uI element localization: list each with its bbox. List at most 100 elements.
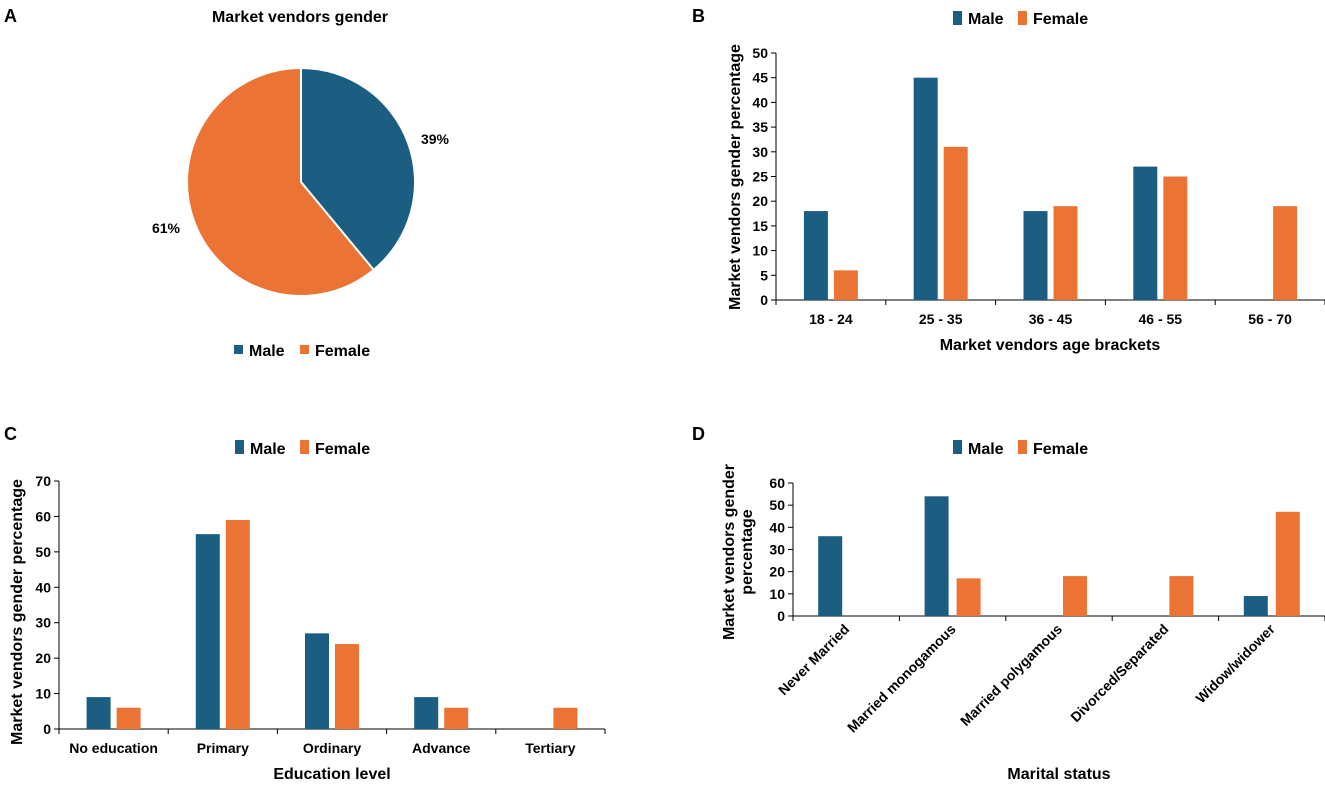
legend-label-male: Male [968,11,1004,28]
panel-label-a: A [4,6,17,26]
x-tick-label: Never Married [775,621,852,698]
y-tick-label: 40 [35,579,51,595]
y-axis-title-d-line2: percentage [739,509,756,594]
y-tick-label: 35 [752,119,768,135]
pie-legend: Male Female [234,343,370,360]
panel-label-b: B [692,6,705,26]
bar-female [1169,576,1194,616]
bar-female [833,270,858,300]
bar-male [818,536,843,616]
x-tick-label: 36 - 45 [1029,311,1073,327]
y-tick-label: 20 [769,564,785,580]
bar-female [553,707,578,729]
bar-female [956,578,981,616]
y-axis-title-c: Market vendors gender percentage [9,479,26,745]
pie-label-female: 61% [152,220,181,236]
bar-male [86,697,111,729]
y-tick-label: 10 [769,586,785,602]
legend-label-female: Female [315,343,370,360]
y-tick-label: 20 [752,193,768,209]
panel-b: B Male Female 0 5 10 15 20 25 30 35 40 45 50 18 - 2… [692,6,1325,354]
y-tick-label: 30 [35,615,51,631]
panel-a: A Market vendors gender 39% 61% Male Fem… [4,6,450,360]
y-tick-label: 30 [769,542,785,558]
legend-label-male: Male [250,441,286,458]
y-axis-title-b: Market vendors gender percentage [727,44,744,310]
legend-d: Male Female [953,440,1088,458]
y-tick-label: 25 [752,169,768,185]
y-tick-label: 10 [752,243,768,259]
pie-slice-female [186,66,376,297]
bar-male [913,77,938,300]
bar-male [414,697,439,729]
legend-label-female: Female [1033,11,1088,28]
y-tick-label: 50 [752,45,768,61]
y-tick-label: 0 [777,608,785,624]
bar-male [195,534,220,729]
legend-swatch-female [1018,440,1027,454]
bar-chart-b: 0 5 10 15 20 25 30 35 40 45 50 18 - 24 25 - 35 36 - 4… [752,45,1325,327]
x-tick-label: 18 - 24 [809,311,853,327]
bar-female [1053,206,1078,300]
x-axis-title-d: Marital status [1007,766,1110,783]
bar-female [1273,206,1298,300]
x-tick-label: 25 - 35 [919,311,963,327]
y-tick-label: 60 [769,475,785,491]
x-tick-label: Tertiary [525,740,576,756]
y-tick-label: 30 [752,144,768,160]
x-tick-label: No education [69,740,158,756]
y-tick-label: 70 [35,473,51,489]
pie-slices [186,66,416,297]
y-tick-label: 15 [752,218,768,234]
bar-male [1243,596,1268,616]
x-tick-label: Widow/widower [1192,620,1278,706]
y-tick-label: 60 [35,508,51,524]
legend-swatch-female [300,345,309,354]
bar-female [943,146,968,300]
bar-female [116,707,141,729]
legend-c: Male Female [235,440,370,458]
legend-swatch-male [235,440,244,454]
bar-chart-c: 0 10 20 30 40 50 60 70 No education Primary Ordina… [35,473,606,756]
y-tick-label: 50 [769,497,785,513]
bar-male [305,633,329,729]
legend-swatch-male [953,440,962,454]
bar-female [1063,576,1087,616]
x-tick-label: Advance [412,740,471,756]
y-tick-label: 40 [752,94,768,110]
legend-swatch-male [953,11,962,25]
bar-male [803,211,828,300]
pie-label-male: 39% [421,131,450,147]
bar-female [1163,176,1188,300]
legend-swatch-female [300,440,309,454]
panel-label-c: C [4,424,17,444]
x-tick-label: Ordinary [303,740,362,756]
y-tick-label: 5 [760,267,768,283]
legend-label-female: Female [315,441,370,458]
x-tick-label: Married monogamous [844,621,959,736]
panel-c: C Male Female 0 10 20 30 40 50 60 70 No educatio… [4,424,606,783]
x-axis-title-b: Market vendors age brackets [940,337,1161,354]
legend-b: Male Female [953,11,1088,28]
pie-title: Market vendors gender [212,9,388,26]
bar-male [1023,211,1048,300]
y-tick-label: 50 [35,544,51,560]
panel-d: D Male Female 0 10 20 30 40 50 60 Never Married… [692,424,1325,783]
y-tick-label: 40 [769,519,785,535]
legend-swatch-female [1018,11,1027,25]
x-tick-label: Primary [197,740,249,756]
x-tick-label: 46 - 55 [1139,311,1183,327]
legend-label-male: Male [249,343,285,360]
pie-slice-male [300,66,416,272]
x-axis-title-c: Education level [273,766,390,783]
y-tick-label: 20 [35,650,51,666]
bar-female [1275,511,1300,616]
bar-female [335,643,359,729]
y-tick-label: 0 [43,721,51,737]
legend-swatch-male [234,345,243,354]
x-tick-label: 56 - 70 [1248,311,1292,327]
bar-female [225,519,250,729]
legend-label-male: Male [968,441,1004,458]
